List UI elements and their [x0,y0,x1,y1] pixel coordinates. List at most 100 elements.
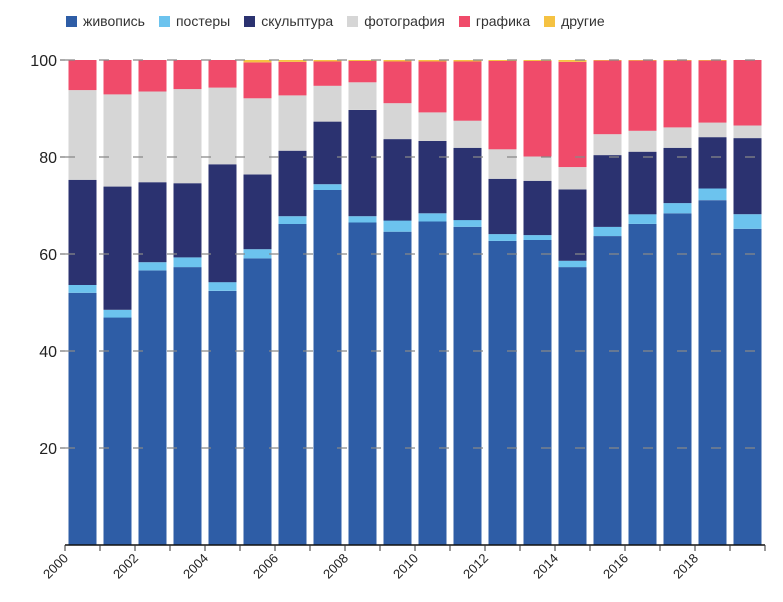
legend-swatch [66,15,77,27]
bar-segment [488,60,517,61]
bar-segment [418,221,447,545]
y-tick-label: 60 [39,247,57,264]
bar-segment [453,226,482,546]
bar-segment [138,60,167,92]
bar-segment [418,60,447,62]
bar-segment [523,61,552,157]
bar-segment [313,85,342,122]
bar-segment [208,290,237,545]
y-tick-label: 20 [39,441,57,458]
bar-segment [488,240,517,545]
bar-segment [558,60,587,62]
bar-segment [383,220,412,232]
x-tick-label: 2010 [390,551,421,582]
bar-segment [733,228,762,546]
x-tick-label: 2004 [180,551,211,582]
bar-segment [698,122,727,138]
legend-label: живопись [83,13,145,29]
x-tick-label: 2002 [110,551,141,582]
bar-segment [733,138,762,215]
bar-segment [313,184,342,190]
bar-segment [243,174,272,250]
bar-segment [278,60,307,62]
bar-segment [173,183,202,258]
legend-item: живопись [66,13,145,29]
bar-segment [278,216,307,224]
x-tick-label: 2018 [670,551,701,582]
bar-segment [733,60,762,126]
bar-segment [383,61,412,104]
bar-segment [558,61,587,168]
y-tick-label: 40 [39,344,57,361]
bar-segment [663,60,692,128]
bar-segment [453,147,482,221]
bar-segment [278,223,307,545]
bar-segment [313,121,342,185]
bar-segment [558,167,587,190]
bar-segment [68,292,97,545]
bar-segment [278,150,307,217]
bar-segment [138,182,167,263]
bar-segment [558,267,587,545]
bar-segment [488,149,517,179]
bar-segment [453,120,482,148]
bar-segment [628,130,657,152]
bar-segment [558,189,587,261]
bar-segment [243,98,272,175]
bar-segment [208,87,237,165]
bar-segment [173,257,202,268]
legend-label: другие [561,13,605,29]
bar-segment [243,62,272,99]
bar-segment [208,60,237,88]
legend-item: скульптура [244,13,333,29]
bar-segment [243,258,272,545]
bar-segment [278,61,307,96]
bar-segment [103,317,132,545]
bar-segment [278,95,307,151]
legend-item: другие [544,13,605,29]
bar-segment [103,309,132,318]
bar-segment [103,186,132,310]
bar-segment [348,216,377,223]
bar-segment [243,249,272,259]
legend: живопись постеры скульптура фотография графи… [66,10,619,32]
bar-segment [663,147,692,204]
bar-segment [523,180,552,236]
legend-item: постеры [158,13,231,29]
bar-segment [138,270,167,545]
bar-segment [68,179,97,285]
bar-segment [663,213,692,546]
bar-segment [733,125,762,139]
bar-segment [593,226,622,236]
bar-segment [418,141,447,214]
bar-segment [698,200,727,545]
bar-segment [593,155,622,227]
bar-segment [488,178,517,235]
bar-segment [383,103,412,140]
legend-label: графика [475,13,531,29]
bar-segment [383,60,412,62]
bar-segment [628,60,657,61]
y-tick-label: 80 [39,150,57,167]
x-tick-label: 2012 [460,551,491,582]
bar-segment [698,188,727,201]
bar-segment [523,156,552,181]
bar-segment [173,60,202,90]
legend-swatch [544,15,556,27]
bar-segment [313,190,342,545]
legend-swatch [458,15,470,27]
bar-segment [68,90,97,180]
x-tick-label: 2014 [530,551,561,582]
bar-segment [103,94,132,187]
bar-segment [418,112,447,141]
bar-segment [593,60,622,135]
bar-segment [313,60,342,62]
legend-label: постеры [175,13,231,29]
bar-segment [348,110,377,217]
bar-segment [173,267,202,545]
bar-segment [348,60,377,61]
bar-segment [593,134,622,156]
bar-segment [453,60,482,62]
bar-segment [628,151,657,215]
